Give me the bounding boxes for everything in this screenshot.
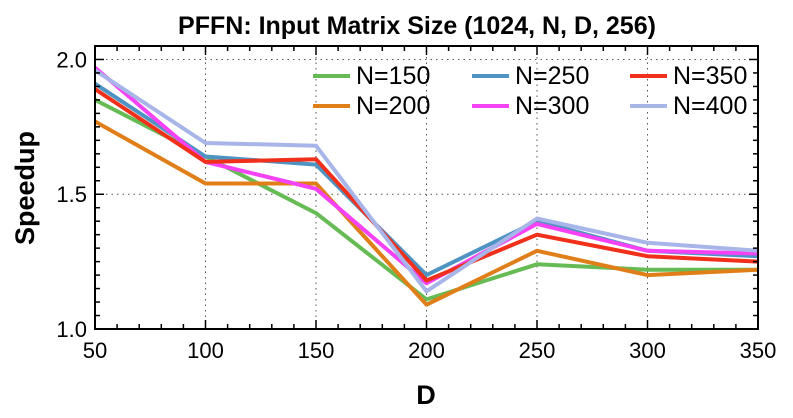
y-tick-label: 1.5 — [56, 182, 87, 207]
y-axis-label: Speedup — [10, 131, 40, 245]
y-tick-label: 1.0 — [56, 317, 87, 342]
legend-label-n-350: N=350 — [673, 62, 747, 90]
x-tick-label: 300 — [629, 338, 666, 363]
series-line-n-350 — [93, 87, 759, 283]
axis-ticks: 50 100 150 200 250 300 350 1.0 1.5 2.0 — [56, 46, 776, 363]
x-tick-label: 50 — [83, 338, 107, 363]
x-tick-label: 200 — [408, 338, 445, 363]
series-lines — [93, 66, 759, 307]
legend-label-n-300: N=300 — [515, 92, 589, 120]
legend-label-n-200: N=200 — [356, 92, 430, 120]
y-tick-label: 2.0 — [56, 47, 87, 72]
x-tick-label: 100 — [187, 338, 224, 363]
grid — [95, 46, 758, 329]
legend-label-n-150: N=150 — [356, 62, 430, 90]
chart-title: PFFN: Input Matrix Size (1024, N, D, 256… — [178, 12, 656, 40]
x-axis-label: D — [416, 380, 436, 410]
series-line-n-200 — [94, 119, 759, 307]
x-tick-label: 350 — [740, 338, 777, 363]
legend-label-n-250: N=250 — [515, 62, 589, 90]
x-tick-label: 250 — [519, 338, 556, 363]
legend-label-n-400: N=400 — [673, 92, 747, 120]
x-tick-label: 150 — [298, 338, 335, 363]
series-line-n-400 — [93, 68, 759, 294]
